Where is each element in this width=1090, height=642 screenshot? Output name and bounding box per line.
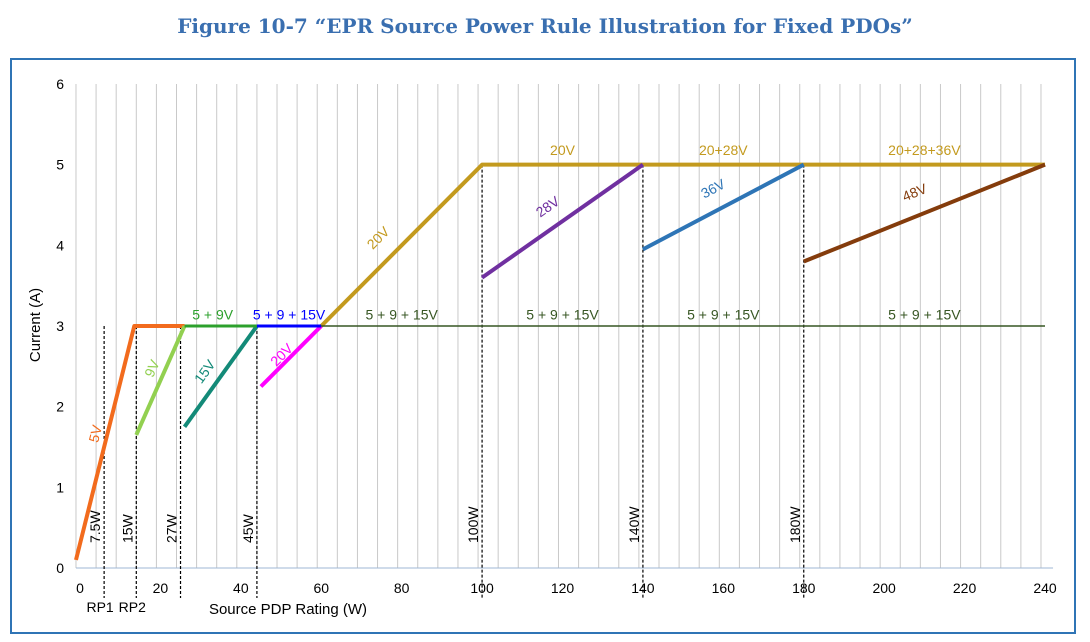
y-tick-label: 6 <box>56 76 64 92</box>
rp-label: RP1 <box>86 599 113 615</box>
x-tick-label: 180 <box>792 580 816 596</box>
x-tick-label: 160 <box>712 580 736 596</box>
rp-label: RP2 <box>119 599 146 615</box>
slope-label: 20V <box>364 223 393 252</box>
slope-label: 9V <box>141 357 163 380</box>
marker-label: 45W <box>240 513 256 543</box>
segment-label: 20+28V <box>699 142 748 158</box>
y-axis-label: Current (A) <box>27 288 44 362</box>
slope-label: 36V <box>698 175 728 201</box>
slope-label: 48V <box>900 180 930 204</box>
slope-label: 5V <box>85 423 105 444</box>
figure-title: Figure 10-7 “EPR Source Power Rule Illus… <box>177 14 913 38</box>
series-line <box>641 162 805 252</box>
x-tick-label: 0 <box>76 580 84 596</box>
slope-label: 20V <box>267 340 296 369</box>
y-tick-label: 1 <box>56 479 64 495</box>
y-tick-label: 2 <box>56 399 64 415</box>
series-line <box>480 163 645 280</box>
x-tick-label: 120 <box>551 580 575 596</box>
x-tick-label: 80 <box>394 580 410 596</box>
y-tick-label: 0 <box>56 560 64 576</box>
marker-label: 15W <box>119 513 135 543</box>
y-tick-label: 3 <box>56 318 64 334</box>
x-tick-label: 60 <box>313 580 329 596</box>
segment-label: 5 + 9 + 15V <box>365 307 438 323</box>
series-line <box>259 324 323 388</box>
segment-label: 5 + 9 + 15V <box>526 307 599 323</box>
y-tick-label: 5 <box>56 157 64 173</box>
marker-layer: 7.5W 15W 27W 45W 100W 140W 180W RP1 RP2 <box>86 164 805 615</box>
segment-label: 20V <box>550 142 576 158</box>
segment-label: 5 + 9 + 15V <box>253 307 326 323</box>
segment-label: 5 + 9 + 15V <box>687 307 760 323</box>
segment-label: 5 + 9V <box>192 307 234 323</box>
series-line <box>319 162 1045 328</box>
segment-label: 5 + 9 + 15V <box>888 307 961 323</box>
chart-frame <box>10 58 1076 634</box>
marker-label: 27W <box>164 513 180 543</box>
marker-label: 100W <box>465 506 481 543</box>
x-axis-label: Source PDP Rating (W) <box>209 601 367 618</box>
axis-layer: 0 20 40 60 80 100 120 140 160 180 200 220 240 0 1 2 3 4 5 6 <box>56 76 1057 596</box>
x-tick-label: 220 <box>953 580 977 596</box>
series-line <box>74 324 185 561</box>
series-line <box>134 325 187 436</box>
series-line <box>182 324 259 428</box>
series-line <box>803 162 1046 264</box>
marker-label: 180W <box>787 506 803 543</box>
x-tick-label: 40 <box>233 580 249 596</box>
series-layer <box>74 162 1046 561</box>
x-tick-label: 240 <box>1033 580 1057 596</box>
y-tick-label: 4 <box>56 237 64 253</box>
x-tick-label: 100 <box>470 580 494 596</box>
marker-label: 7.5W <box>87 510 103 543</box>
x-tick-label: 200 <box>872 580 896 596</box>
x-tick-label: 20 <box>153 580 169 596</box>
x-tick-label: 140 <box>631 580 655 596</box>
segment-label: 20+28+36V <box>888 142 961 158</box>
marker-label: 140W <box>626 506 642 543</box>
